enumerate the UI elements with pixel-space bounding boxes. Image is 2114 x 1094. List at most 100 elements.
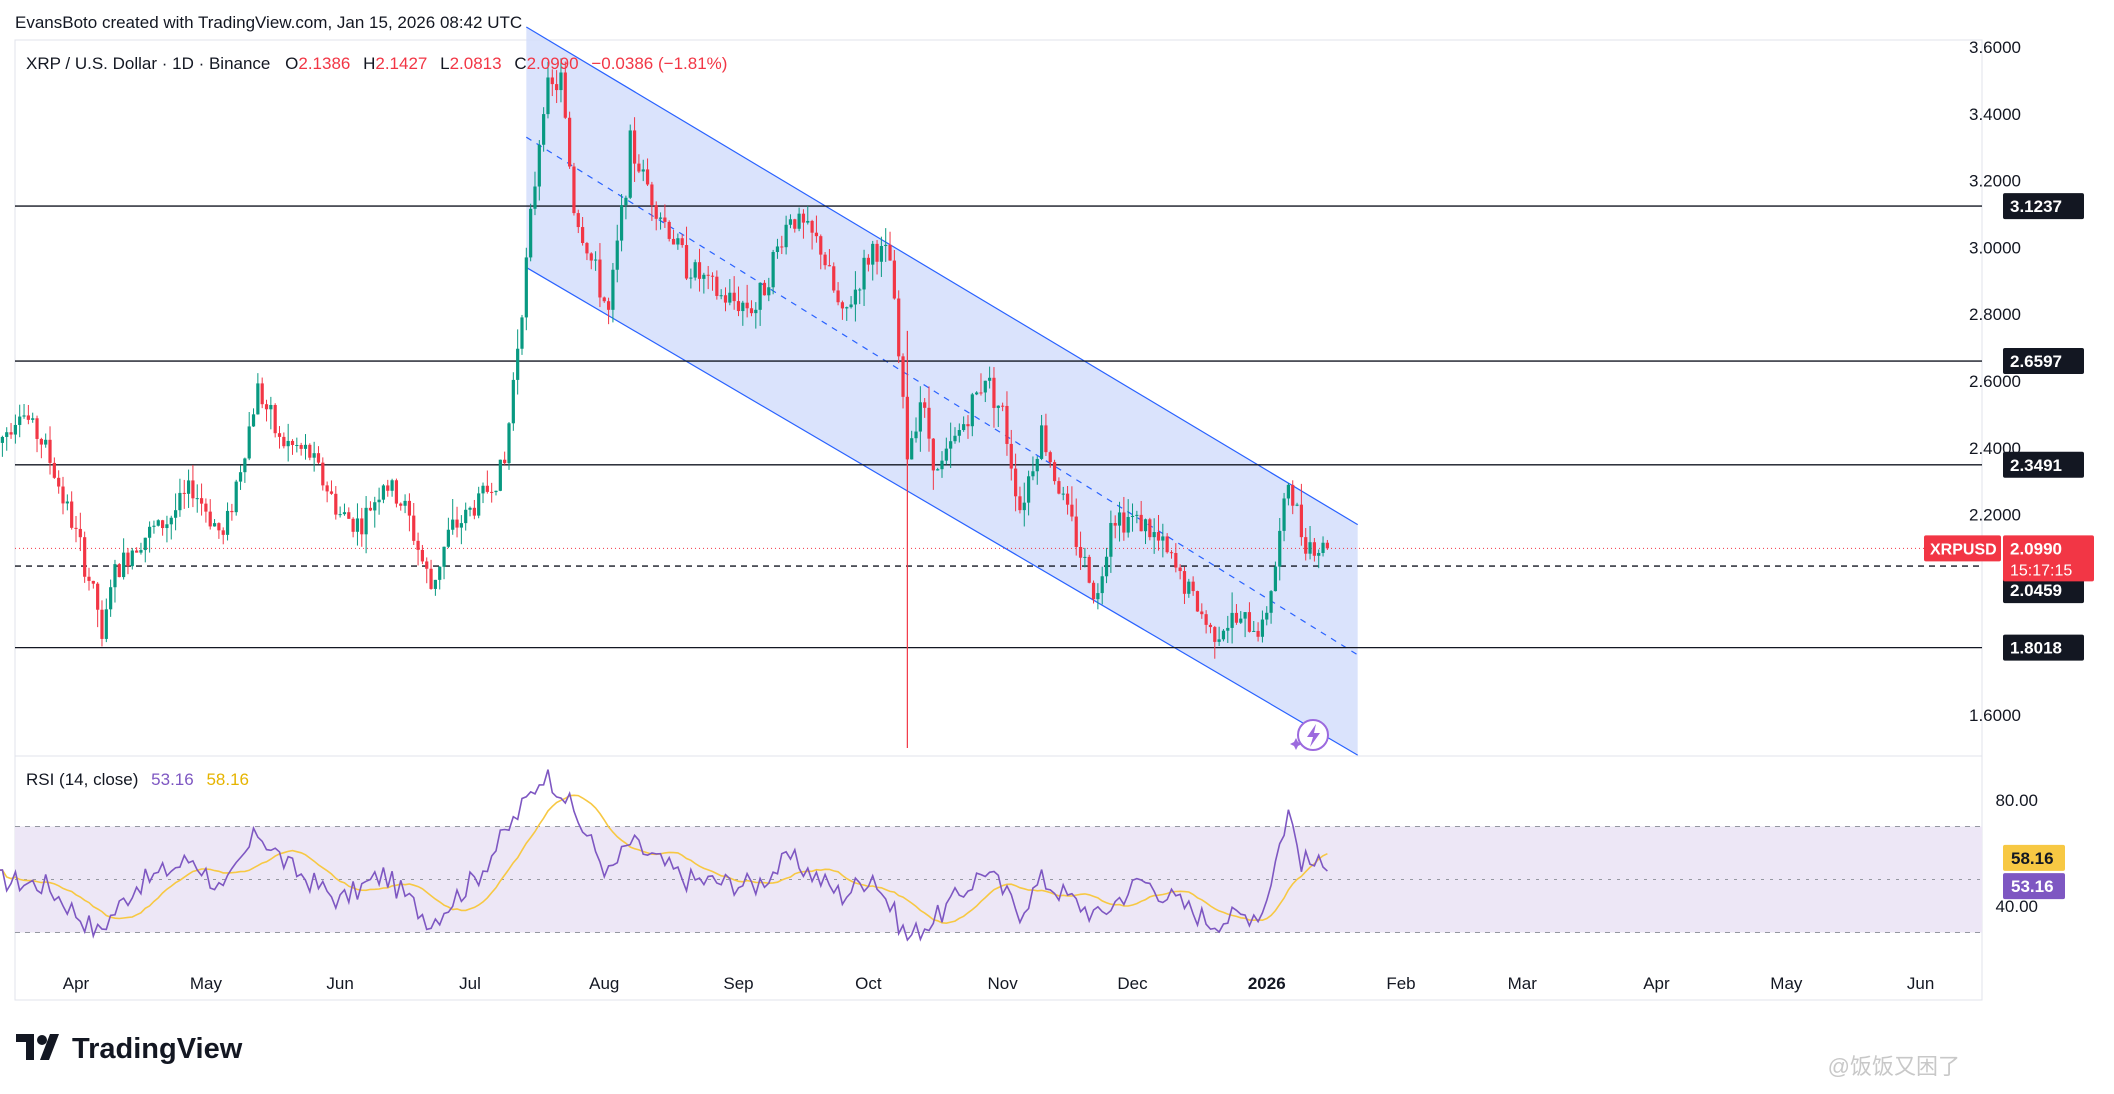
- candle-body: [403, 500, 407, 506]
- candle-body: [723, 295, 728, 303]
- candle-body: [130, 550, 134, 567]
- candle-body: [455, 519, 459, 528]
- candle-body: [87, 576, 91, 581]
- candle-body: [468, 507, 472, 510]
- candle-body: [316, 453, 321, 463]
- candle-body: [849, 304, 853, 308]
- candle-body: [373, 502, 377, 511]
- countdown-text: 15:17:15: [2010, 562, 2072, 579]
- lightning-icon[interactable]: [1290, 719, 1329, 751]
- candle-body: [862, 257, 866, 290]
- candle-body: [9, 432, 13, 435]
- candle-body: [156, 520, 160, 526]
- candle-body: [1187, 581, 1191, 594]
- rsi-tag-text: 53.16: [2011, 877, 2054, 896]
- candles[interactable]: [0, 58, 1329, 748]
- candle-body: [697, 262, 702, 279]
- candle-body: [1308, 542, 1312, 554]
- open-value: 2.1386: [298, 54, 350, 73]
- candle-body: [1174, 553, 1178, 568]
- price-axis[interactable]: 3.60003.40003.20003.00002.80002.60002.40…: [1969, 38, 2021, 725]
- rsi-line: [0, 769, 1328, 942]
- candle-body: [728, 292, 732, 303]
- level-tag-1-text: 2.6597: [2010, 352, 2062, 371]
- candle-body: [1148, 519, 1152, 538]
- candle-body: [1117, 512, 1122, 526]
- candle-body: [399, 503, 403, 506]
- channel-fill: [526, 26, 1360, 756]
- level-tag-0-bg: [2003, 193, 2084, 220]
- candle-body: [78, 528, 82, 538]
- regression-channel[interactable]: [526, 26, 1360, 756]
- candle-body: [529, 208, 533, 258]
- candle-body: [788, 219, 793, 225]
- horizontal-levels[interactable]: [15, 205, 1982, 649]
- candle-body: [169, 517, 173, 525]
- candle-body: [217, 523, 221, 531]
- candle-body: [191, 480, 195, 499]
- candle-body: [243, 458, 247, 473]
- candle-body: [44, 439, 48, 445]
- rsi-legend: RSI (14, close) 53.16 58.16: [26, 770, 249, 789]
- candle-body: [1018, 496, 1022, 511]
- candle-body: [715, 276, 719, 296]
- time-tick-label-4: Aug: [589, 974, 619, 993]
- candle-body: [654, 205, 658, 219]
- candle-body: [1191, 581, 1195, 592]
- change-value: −0.0386 (−1.81%): [591, 54, 727, 73]
- candle-body: [602, 297, 606, 302]
- candle-body: [308, 444, 312, 458]
- rsi-ma-tag: 58.16: [2003, 844, 2065, 871]
- candle-body: [819, 236, 823, 255]
- price-tick-label-7: 2.2000: [1969, 506, 2021, 525]
- candle-body: [122, 552, 126, 578]
- candle-body: [481, 485, 485, 494]
- tradingview-logo-icon[interactable]: [16, 1034, 59, 1060]
- candle-body: [494, 490, 498, 493]
- candle-body: [182, 492, 186, 494]
- candle-body: [840, 302, 845, 309]
- candle-body: [892, 260, 896, 299]
- level-tag-1-bg: [2003, 348, 2084, 375]
- candle-body: [230, 510, 234, 513]
- candle-body: [1156, 532, 1161, 541]
- candle-body: [576, 213, 580, 228]
- candle-body: [1104, 556, 1109, 577]
- level-tag-1: 2.6597: [2003, 348, 2084, 375]
- time-tick-label-3: Jul: [459, 974, 481, 993]
- candle-body: [1109, 522, 1113, 557]
- candle-body: [749, 308, 754, 314]
- candle-body: [1252, 630, 1256, 632]
- candle-body: [1278, 530, 1282, 567]
- rsi-legend-value: 53.16: [151, 770, 194, 789]
- candle-body: [96, 583, 100, 610]
- candle-body: [407, 500, 412, 516]
- candle-body: [853, 289, 857, 305]
- time-axis[interactable]: Apr May Jun Jul Aug Sep Oct Nov Dec 2026 Feb Mar Apr…: [63, 974, 1935, 993]
- level-tag-3-bg: [2003, 634, 2084, 661]
- candle-body: [394, 480, 399, 504]
- time-tick-label-7: Nov: [988, 974, 1019, 993]
- candle-body: [1247, 612, 1252, 632]
- candle-body: [109, 587, 113, 610]
- rsi-series: [0, 769, 1328, 942]
- candle-body: [442, 546, 446, 567]
- rsi-ma-line: [0, 794, 1328, 925]
- candle-body: [234, 481, 238, 513]
- price-tick-label-2: 3.2000: [1969, 172, 2021, 191]
- candle-body: [875, 243, 879, 262]
- candle-body: [238, 472, 243, 482]
- candle-body: [632, 130, 637, 164]
- candle-body: [1312, 542, 1316, 556]
- candle-body: [962, 424, 966, 431]
- candle-body: [199, 498, 204, 504]
- candle-body: [152, 525, 156, 527]
- candle-body: [806, 220, 810, 223]
- channel-lower-line: [526, 266, 1358, 756]
- candle-body: [888, 244, 892, 261]
- candle-body: [364, 507, 368, 535]
- candle-body: [18, 416, 22, 425]
- tradingview-logo-text: TradingView: [72, 1033, 243, 1065]
- candle-body: [74, 527, 78, 529]
- symbol-label: XRP / U.S. Dollar · 1D · Binance: [26, 54, 270, 73]
